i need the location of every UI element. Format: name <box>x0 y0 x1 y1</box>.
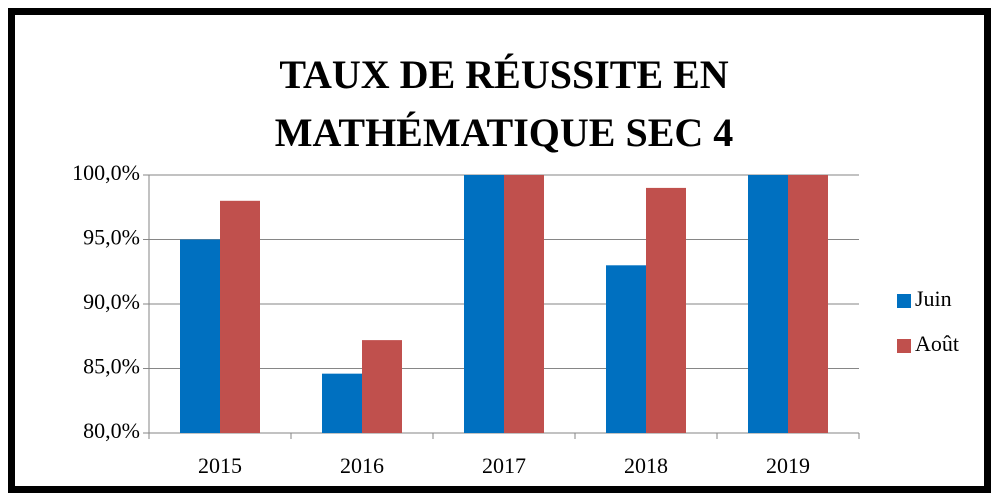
bar <box>788 175 828 433</box>
y-tick-label: 85,0% <box>83 354 140 379</box>
bar <box>504 175 544 433</box>
bar <box>362 340 402 433</box>
x-tick-label: 2016 <box>340 453 384 478</box>
chart-title: TAUX DE RÉUSSITE EN MATHÉMATIQUE SEC 4 <box>274 52 734 155</box>
x-tick-label: 2018 <box>624 453 668 478</box>
legend-swatch <box>897 294 911 308</box>
chart-border <box>8 8 991 493</box>
legend-label: Juin <box>915 286 952 311</box>
x-tick-label: 2015 <box>198 453 242 478</box>
y-tick-label: 90,0% <box>83 289 140 314</box>
x-tick-label: 2019 <box>766 453 810 478</box>
bar <box>322 373 362 433</box>
bar <box>646 187 686 433</box>
bar <box>220 200 260 433</box>
bar <box>606 265 646 433</box>
bar <box>464 175 504 433</box>
legend-swatch <box>897 339 911 353</box>
chart: 80,0% 85,0% 90,0% 95,0% 100,0% 2015 2016 2017 20… <box>72 160 959 478</box>
y-tick-label: 95,0% <box>83 225 140 250</box>
y-tick-label: 80,0% <box>83 418 140 443</box>
y-tick-label: 100,0% <box>72 160 140 185</box>
x-tick-label: 2017 <box>482 453 526 478</box>
bar <box>748 175 788 433</box>
legend-label: Août <box>915 331 959 356</box>
bar <box>180 239 220 433</box>
